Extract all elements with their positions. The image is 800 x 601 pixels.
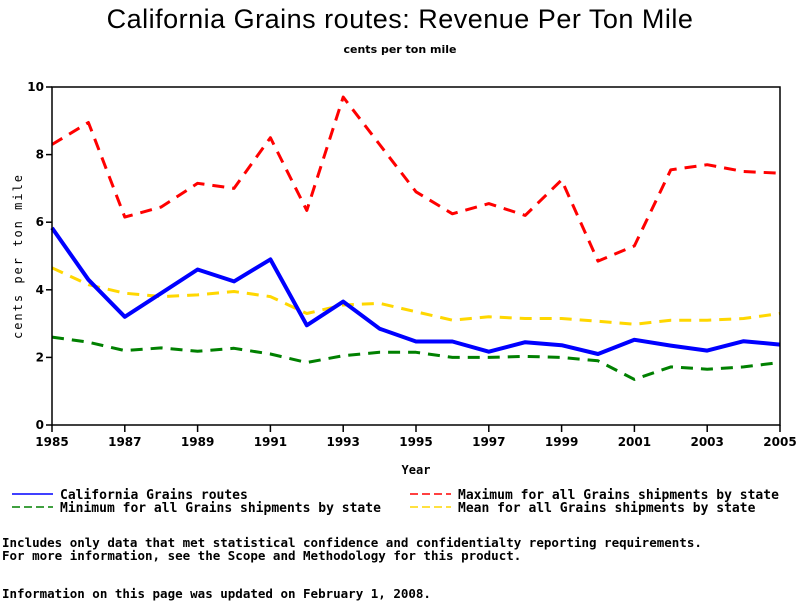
legend-label-3: Mean for all Grains shipments by state	[458, 501, 756, 516]
x-tick-label: 1993	[326, 435, 359, 449]
x-tick-label: 1991	[254, 435, 287, 449]
legend-label-2: Minimum for all Grains shipments by stat…	[60, 501, 381, 516]
y-tick-label: 0	[36, 418, 44, 432]
y-axis-title: cents per ton mile	[11, 173, 25, 339]
x-axis-title: Year	[402, 463, 431, 477]
x-tick-label: 1989	[181, 435, 214, 449]
x-tick-label: 1997	[472, 435, 505, 449]
footnote-updated: Information on this page was updated on …	[2, 586, 431, 601]
series-line-1	[51, 95, 781, 263]
x-tick-label: 2003	[690, 435, 723, 449]
legend-label-0: California Grains routes	[60, 488, 248, 503]
y-tick-label: 4	[36, 283, 44, 297]
footnote-methodology: For more information, see the Scope and …	[2, 548, 522, 563]
chart-title: California Grains routes: Revenue Per To…	[106, 4, 694, 34]
axes: 0 2 4 6 8 10 1985 1987 1989 1991 1993 1995 1997 1999 2…	[11, 80, 797, 477]
y-tick-label: 10	[27, 80, 44, 94]
y-tick-label: 8	[36, 148, 44, 162]
plot-frame	[51, 86, 781, 426]
x-tick-label: 1999	[545, 435, 578, 449]
series-line-2	[51, 335, 781, 381]
series-lines	[50, 95, 781, 381]
y-tick-label: 2	[36, 350, 44, 364]
footnote-confidence: Includes only data that met statistical …	[2, 535, 702, 550]
legend-label-1: Maximum for all Grains shipments by stat…	[458, 488, 779, 503]
y-tick-label: 6	[36, 215, 44, 229]
series-line-0	[50, 226, 781, 356]
x-tick-label: 1987	[108, 435, 141, 449]
x-tick-label: 2005	[763, 435, 796, 449]
x-tick-label: 2001	[618, 435, 651, 449]
x-tick-label: 1985	[35, 435, 68, 449]
series-line-3	[51, 266, 781, 326]
x-tick-label: 1995	[399, 435, 432, 449]
chart-subtitle: cents per ton mile	[343, 43, 457, 56]
